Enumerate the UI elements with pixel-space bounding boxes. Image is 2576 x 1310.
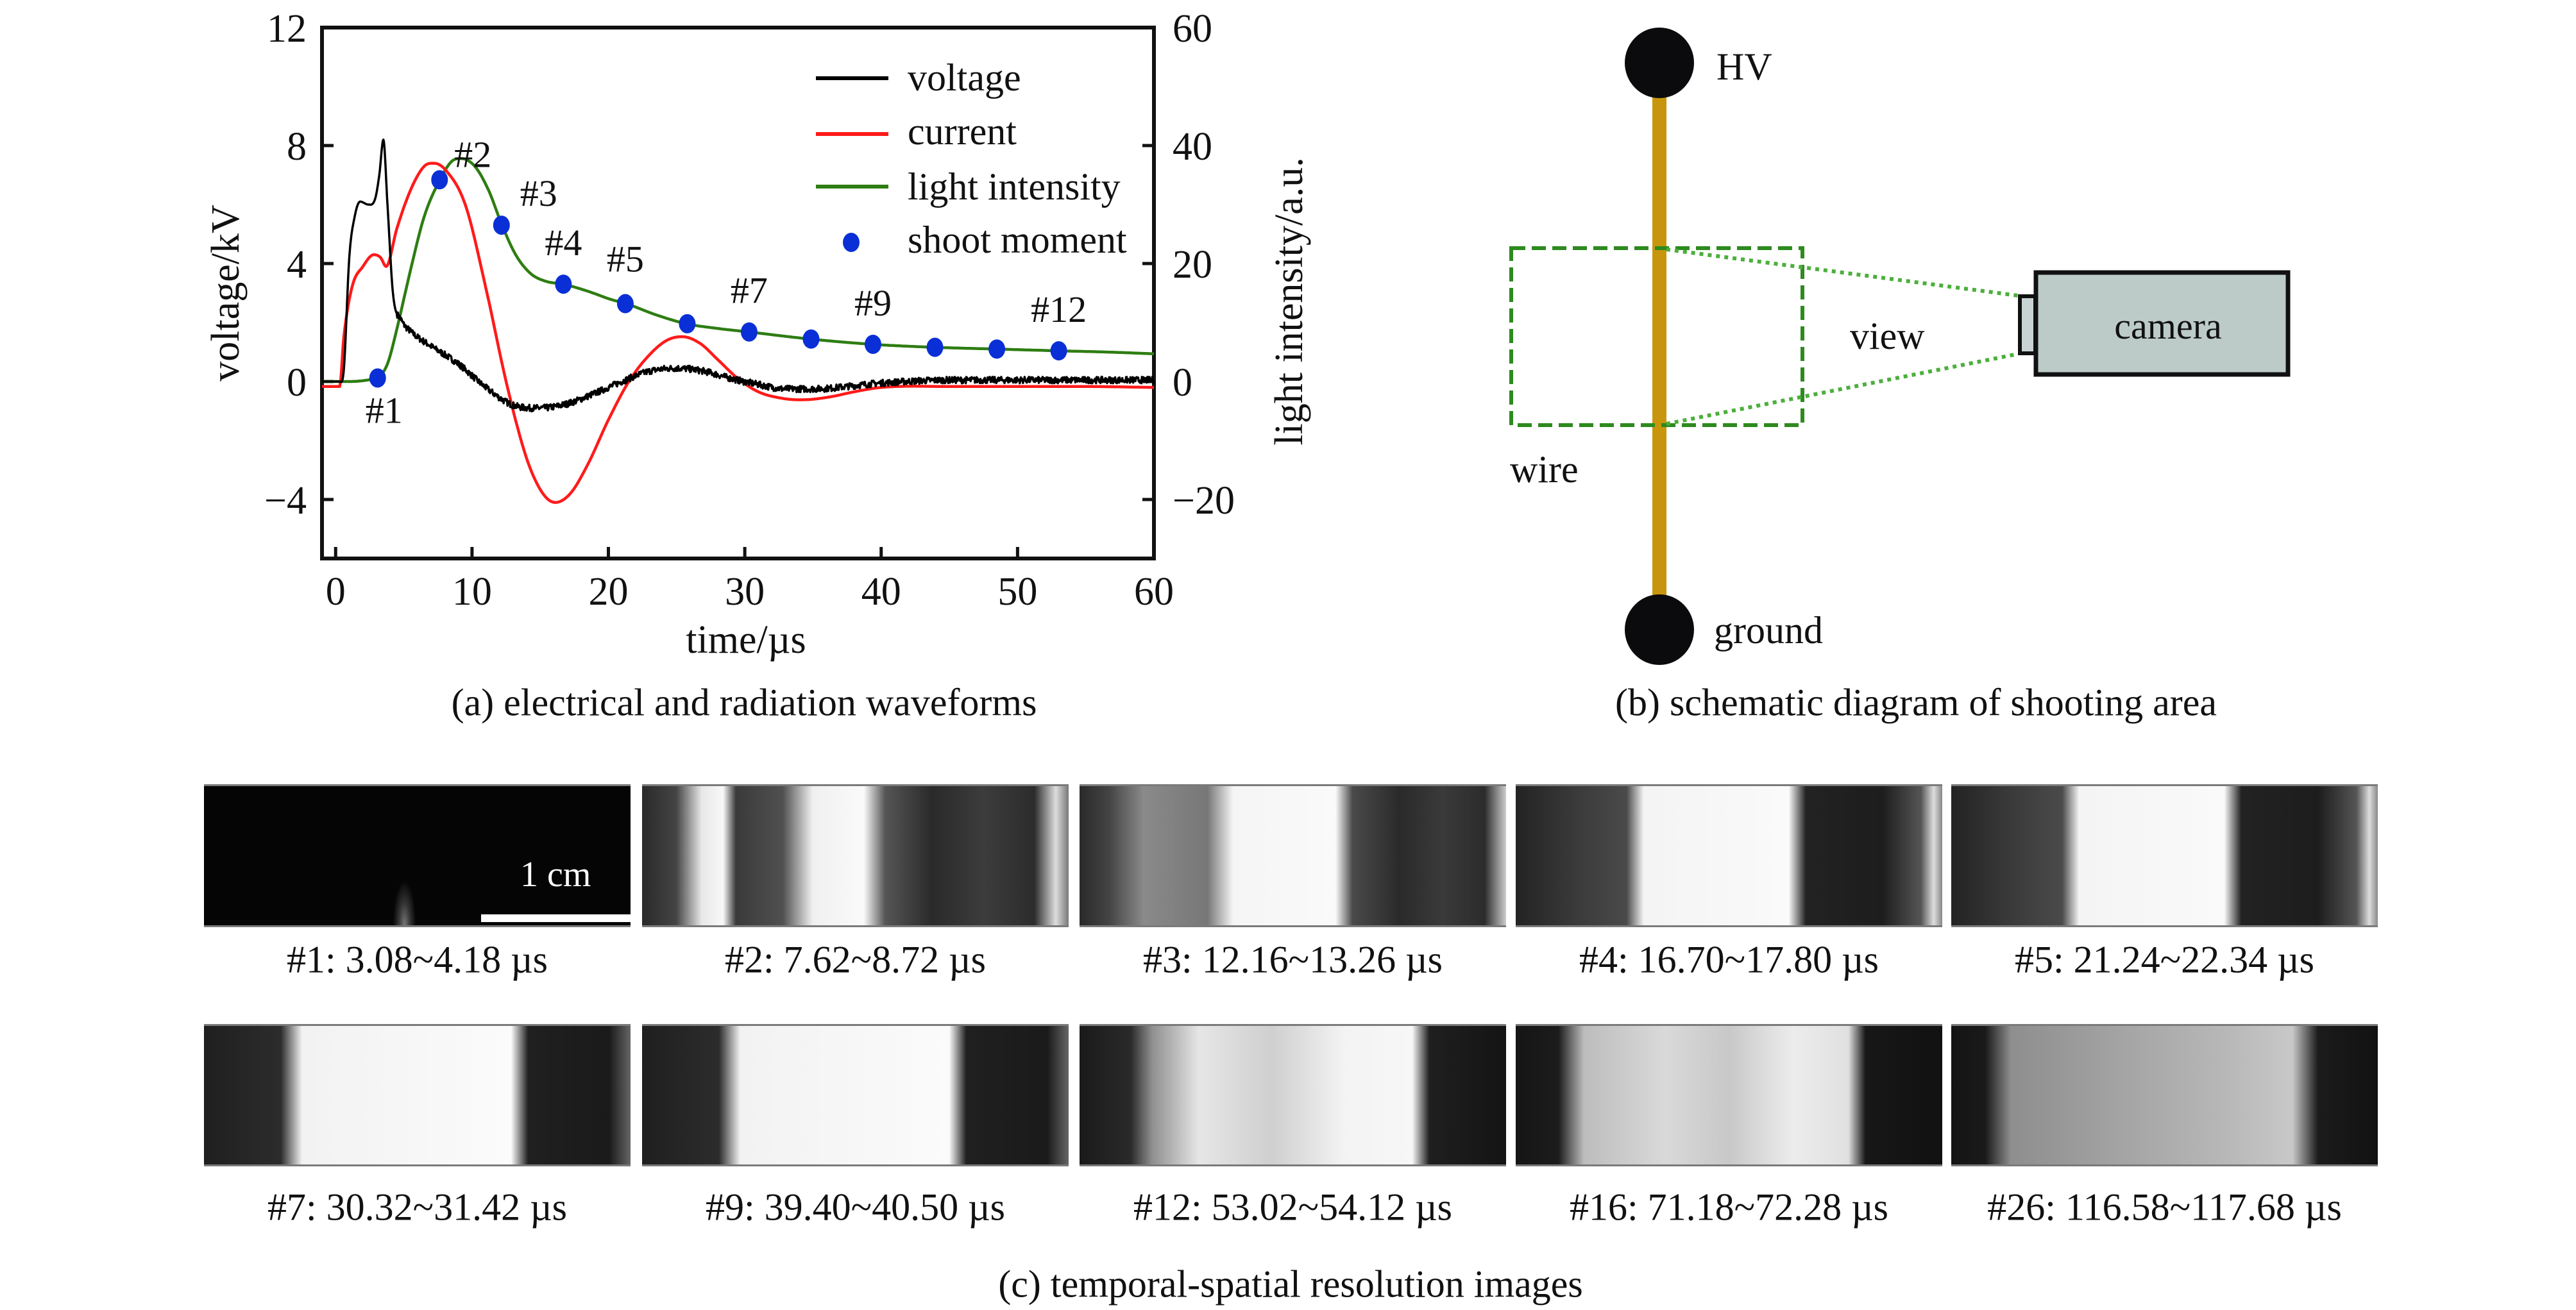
view-region-box [1509,246,1804,427]
caption-b: (b) schematic diagram of shooting area [1615,681,2217,724]
shoot-moment-point [493,215,510,235]
frame-image [1951,1024,2378,1166]
frame-caption: #26: 116.58~117.68 µs [1987,1186,2342,1229]
plot-frame [320,26,1156,560]
hv-label: HV [1716,46,1772,88]
frame-image [1951,784,2378,927]
shoot-moment-point [1050,341,1067,361]
frame-caption: #3: 12.16~13.26 µs [1142,938,1443,981]
shoot-moment-label: #3 [520,172,557,214]
frame-image [204,1024,631,1166]
shoot-moment-label: #5 [607,239,644,280]
frame-caption: #5: 21.24~22.34 µs [2014,938,2315,981]
y2-axis-ticks: −20 0 20 40 60 [1142,7,1235,523]
shoot-moment-label: #7 [731,270,768,312]
view-ray-bottom [1666,352,2019,426]
scale-bar-label: 1 cm [520,855,591,894]
x-tick-label: 10 [452,570,492,614]
shoot-moment-point [679,314,696,333]
frame-image [642,784,1069,927]
y-tick-label: 12 [267,7,307,51]
shoot-moment-point [988,339,1006,359]
y-tick-label: −4 [264,479,307,523]
series-current [321,162,1155,504]
frame-image [1516,1024,1942,1166]
shoot-moment-label: #4 [545,222,582,264]
frame-caption: #1: 3.08~4.18 µs [286,938,548,981]
shoot-moment-label: #12 [1031,289,1087,330]
shoot-moment-point [431,170,448,190]
shoot-moment-label: #9 [854,282,892,324]
y2-tick-label: 0 [1173,361,1192,405]
frame-caption: #12: 53.02~54.12 µs [1133,1186,1453,1229]
y2-axis-label: light intensity/a.u. [1267,157,1311,445]
frame-caption: #2: 7.62~8.72 µs [724,938,987,981]
shoot-moment-label: #2 [454,133,491,175]
wire [1652,90,1666,603]
y-axis-label: voltage/kV [204,205,248,382]
schematic-diagram: camera HV ground wire view [1509,28,2291,665]
frame-caption: #4: 16.70~17.80 µs [1579,938,1879,981]
x-axis-ticks: 0 10 20 30 40 50 60 [326,547,1174,614]
chart-legend: voltage current light intensity shoot mo… [816,56,1127,261]
x-tick-label: 40 [861,570,901,614]
shoot-moment-point [802,329,820,349]
camera-lens [2018,294,2037,355]
frame-caption: #7: 30.32~31.42 µs [267,1186,568,1229]
y-tick-label: 0 [287,361,307,405]
y-axis-ticks: −4 0 4 8 12 [264,7,334,523]
shoot-moment-point [369,368,386,388]
x-tick-label: 60 [1134,570,1174,614]
caption-c: (c) temporal-spatial resolution images [998,1263,1583,1306]
frame-image: 1 cm [204,784,631,927]
shoot-moment-label: #1 [366,389,403,431]
y2-tick-label: 60 [1173,7,1212,51]
x-tick-label: 0 [326,570,346,614]
shoot-moment-point [740,322,758,342]
view-label: view [1850,315,1925,357]
camera-body [2033,270,2291,377]
y2-tick-label: −20 [1173,479,1235,523]
x-tick-label: 50 [997,570,1037,614]
frame-caption: #16: 71.18~72.28 µs [1569,1186,1889,1229]
y-tick-label: 4 [287,243,307,287]
x-axis-label: time/µs [686,618,806,662]
camera-label: camera [2114,305,2221,347]
shoot-moment-point [926,337,944,357]
legend-swatch-shoot [843,233,860,252]
scale-bar [481,914,631,922]
frame-image [642,1024,1069,1166]
series-light-intensity [321,156,1155,383]
shoot-moment-point [616,294,634,314]
legend-label-voltage: voltage [908,56,1021,99]
waveform-chart: 0 10 20 30 40 50 60 −4 0 4 8 12 −20 0 20 40 60 time/µs… [204,7,1311,662]
caption-a: (a) electrical and radiation waveforms [451,681,1037,724]
hv-electrode [1625,28,1694,98]
legend-label-current: current [908,110,1017,153]
ground-label: ground [1714,609,1823,651]
wire-label: wire [1510,448,1579,491]
y2-tick-label: 40 [1173,125,1212,169]
frame-image [1516,784,1942,927]
view-ray-top [1666,248,2019,298]
frame-image [1080,1024,1506,1166]
series-voltage [321,139,1155,413]
x-tick-label: 30 [725,570,765,614]
legend-label-shoot: shoot moment [908,219,1127,261]
shoot-moment-point [555,274,572,294]
y-tick-label: 8 [287,125,307,169]
y2-tick-label: 20 [1173,243,1212,287]
ground-electrode [1625,594,1694,665]
shoot-moment-point [864,335,881,355]
x-tick-label: 20 [589,570,629,614]
frame-image [1080,784,1506,927]
legend-label-light: light intensity [908,165,1121,208]
frame-caption: #9: 39.40~40.50 µs [705,1186,1006,1229]
